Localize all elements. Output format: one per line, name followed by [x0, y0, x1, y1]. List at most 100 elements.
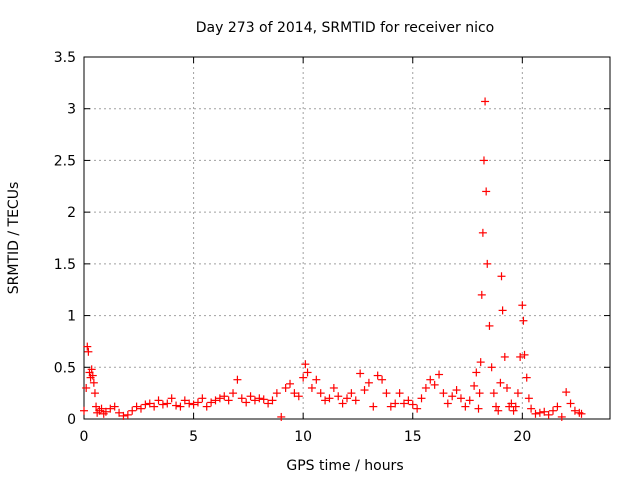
data-point [502, 383, 511, 392]
data-point [136, 404, 145, 413]
data-point [307, 383, 316, 392]
data-point [452, 386, 461, 395]
data-point [553, 402, 562, 411]
data-point [500, 352, 509, 361]
data-point [338, 399, 347, 408]
data-point [312, 375, 321, 384]
data-point [198, 394, 207, 403]
data-point [487, 363, 496, 372]
data-point [180, 396, 189, 405]
data-point [242, 398, 251, 407]
data-point [255, 394, 264, 403]
data-point [531, 409, 540, 418]
data-point [489, 389, 498, 398]
data-point [430, 380, 439, 389]
data-point [329, 383, 338, 392]
data-point [145, 399, 154, 408]
data-point [237, 394, 246, 403]
data-point [509, 406, 518, 415]
data-point [233, 375, 242, 384]
data-point [518, 301, 527, 310]
data-point [461, 402, 470, 411]
data-point [154, 396, 163, 405]
data-point [229, 389, 238, 398]
data-point [88, 371, 97, 380]
y-tick-label: 3.5 [54, 50, 76, 66]
y-tick-label: 1.5 [54, 257, 76, 273]
data-point [524, 394, 533, 403]
data-point [378, 375, 387, 384]
data-point [481, 97, 490, 106]
data-point [299, 373, 308, 382]
data-point [202, 402, 211, 411]
data-point [443, 399, 452, 408]
data-point [250, 396, 259, 405]
y-tick-label: 2.5 [54, 153, 76, 169]
data-point [294, 392, 303, 401]
data-point [474, 404, 483, 413]
data-point [172, 401, 181, 410]
data-points [80, 97, 586, 421]
data-point [286, 379, 295, 388]
data-point [516, 352, 525, 361]
data-point [83, 342, 92, 351]
data-point [128, 406, 137, 415]
data-point [84, 347, 93, 356]
data-point [80, 406, 88, 415]
data-point [456, 394, 465, 403]
data-point [498, 306, 507, 315]
data-point [290, 389, 299, 398]
data-point [82, 383, 91, 392]
data-point [87, 365, 96, 374]
data-point [97, 404, 106, 413]
data-point [575, 408, 584, 417]
data-point [321, 396, 330, 405]
data-point [426, 375, 435, 384]
data-point [527, 404, 536, 413]
chart-title: Day 273 of 2014, SRMTID for receiver nic… [196, 20, 494, 36]
y-tick-label: 0.5 [54, 360, 76, 376]
data-point [277, 412, 286, 421]
data-point [93, 408, 102, 417]
data-point [513, 389, 522, 398]
data-point [163, 399, 172, 408]
data-point [475, 389, 484, 398]
data-point [92, 402, 101, 411]
data-point [465, 396, 474, 405]
data-point [549, 406, 558, 415]
x-tick-label: 20 [513, 429, 531, 445]
data-point [417, 394, 426, 403]
data-point [211, 396, 220, 405]
data-point [325, 394, 334, 403]
data-point [476, 358, 485, 367]
data-point [483, 259, 492, 268]
data-point [150, 402, 159, 411]
data-point [395, 389, 404, 398]
data-point [246, 392, 255, 401]
data-point [507, 399, 516, 408]
y-tick-label: 0 [67, 412, 76, 428]
data-point [570, 406, 579, 415]
data-point [167, 394, 176, 403]
data-point [497, 272, 506, 281]
data-point [399, 399, 408, 408]
y-axis-label: SRMTID / TECUs [6, 182, 22, 295]
data-point [316, 389, 325, 398]
x-tick-label: 5 [189, 429, 198, 445]
data-point [115, 408, 124, 417]
data-point [189, 400, 198, 409]
data-point [522, 373, 531, 382]
data-point [373, 371, 382, 380]
data-point [494, 406, 503, 415]
data-point [492, 402, 501, 411]
data-point [351, 396, 360, 405]
grid [84, 57, 610, 419]
data-point [435, 370, 444, 379]
data-point [413, 404, 422, 413]
data-point [386, 402, 395, 411]
data-point [511, 402, 520, 411]
data-point [391, 399, 400, 408]
plot-frame [83, 56, 611, 420]
data-point [119, 411, 128, 420]
